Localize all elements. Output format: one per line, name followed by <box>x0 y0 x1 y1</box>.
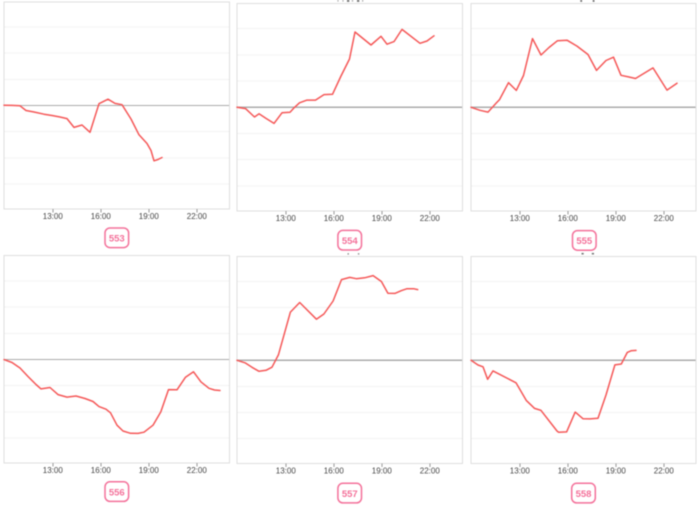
svg-text:558: 558 <box>576 489 592 500</box>
svg-text:553: 553 <box>109 234 125 245</box>
svg-text:16:00: 16:00 <box>91 212 112 221</box>
svg-text:556: 556 <box>109 487 125 498</box>
svg-text:16:00: 16:00 <box>558 214 579 223</box>
svg-text:19:00: 19:00 <box>606 214 627 223</box>
svg-text:13:00: 13:00 <box>510 214 531 223</box>
svg-text:22:00: 22:00 <box>420 467 441 476</box>
svg-text:555: 555 <box>576 236 593 247</box>
svg-text:13:00: 13:00 <box>276 214 297 223</box>
svg-text:16:00: 16:00 <box>324 214 345 223</box>
svg-text:19:00: 19:00 <box>139 212 160 221</box>
svg-text:557: 557 <box>342 489 358 500</box>
svg-text:13:00: 13:00 <box>43 466 64 475</box>
svg-text:13:00: 13:00 <box>510 467 531 476</box>
svg-text:19:00: 19:00 <box>606 467 627 476</box>
svg-text:22:00: 22:00 <box>654 214 675 223</box>
svg-text:22:00: 22:00 <box>187 212 208 221</box>
svg-text:13:00: 13:00 <box>276 467 297 476</box>
svg-text:22:00: 22:00 <box>654 467 675 476</box>
svg-text:19:00: 19:00 <box>372 214 393 223</box>
svg-text:19:00: 19:00 <box>372 467 393 476</box>
svg-text:16:00: 16:00 <box>324 467 345 476</box>
svg-text:16:00: 16:00 <box>91 466 112 475</box>
svg-text:22:00: 22:00 <box>187 466 208 475</box>
svg-text:19:00: 19:00 <box>139 466 160 475</box>
svg-text:16:00: 16:00 <box>558 467 579 476</box>
svg-text:13:00: 13:00 <box>43 212 64 221</box>
svg-text:22:00: 22:00 <box>420 214 441 223</box>
svg-text:554: 554 <box>342 236 359 247</box>
